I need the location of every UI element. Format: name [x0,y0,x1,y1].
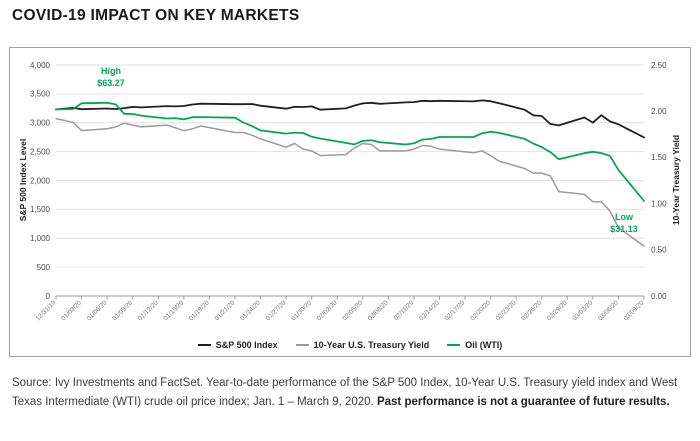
right-axis-title: 10-Year Treasury Yield [671,134,681,226]
left-axis-tick-label: 500 [37,263,51,272]
x-axis-tick-label: 01/30/20 [290,299,313,322]
oil-high-annotation: High $63.27 [71,65,151,89]
x-axis-tick-label: 03/09/20 [623,299,646,322]
left-axis-title: S&P 500 Index Level [18,138,28,222]
x-axis-tick-label: 02/14/20 [418,299,441,322]
legend-swatch [295,344,309,346]
market-line-chart: 0 500 1,000 1,500 2,000 2,500 3,000 3,500 4,000 0… [30,61,667,323]
legend-label: 10-Year U.S. Treasury Yield [313,340,430,350]
x-axis-tick-label: 03/06/20 [597,299,620,322]
left-axis-tick-label: 2,500 [30,147,51,156]
x-axis-tick-label: 02/11/20 [393,299,416,322]
right-axis-tick-label: 0.00 [651,292,667,301]
left-axis-tick-label: 0 [46,292,51,301]
legend-swatch [447,344,461,346]
right-axis-tick-label: 2.00 [651,107,667,116]
legend-item-10-year-u-s-treasury-yield: 10-Year U.S. Treasury Yield [295,340,430,350]
source-disclaimer: Past performance is not a guarantee of f… [376,395,670,408]
x-axis-tick-label: 02/29/20 [546,299,569,322]
right-axis-tick-label: 1.00 [651,199,667,208]
x-axis-tick-label: 02/02/20 [316,299,339,322]
x-axis-tick-label: 03/03/20 [571,299,594,322]
x-axis-tick-label: 01/21/20 [214,299,237,322]
left-axis-tick-label: 3,500 [30,90,51,99]
x-axis-tick-label: 02/08/20 [367,299,390,322]
x-axis-tick-label: 01/06/20 [86,299,109,322]
right-axis-tick-label: 2.50 [651,61,667,70]
oil-low-annotation: Low $31.13 [584,211,664,235]
legend-label: Oil (WTI) [465,340,503,350]
x-axis-tick-label: 02/26/20 [520,299,543,322]
x-axis-tick-label: 01/12/20 [137,299,160,322]
series-line-oil-wti- [55,101,645,202]
x-axis-tick-label: 01/24/20 [239,299,262,322]
x-axis-tick-label: 02/20/20 [469,299,492,322]
right-axis-tick-label: 1.50 [651,153,667,162]
legend-swatch [197,344,211,346]
x-axis-tick-label: 01/18/20 [188,299,211,322]
oil-low-label: Low [615,212,633,222]
x-axis-tick-label: 12/31/19 [35,299,58,322]
legend-item-s-p-500-index: S&P 500 Index [197,340,278,350]
oil-low-value: $31.13 [610,224,638,235]
source-note: Source: Ivy Investments and FactSet. Yea… [12,374,690,411]
page-title: COVID-19 IMPACT ON KEY MARKETS [12,7,300,24]
oil-high-value: $63.27 [97,78,125,89]
left-axis-tick-label: 3,000 [30,119,51,128]
x-axis-tick-label: 02/05/20 [341,299,364,322]
left-axis-tick-label: 1,500 [30,205,51,214]
left-axis-tick-label: 2,000 [30,176,51,185]
x-axis-tick-label: 02/23/20 [495,299,518,322]
legend-label: S&P 500 Index [215,340,278,350]
legend-item-oil-wti-: Oil (WTI) [447,340,502,350]
oil-high-label: High [101,66,121,76]
left-axis-tick-label: 4,000 [30,61,51,70]
x-axis-tick-label: 01/15/20 [162,299,185,322]
right-axis-tick-label: 0.50 [651,246,667,255]
chart-legend: S&P 500 Index 10-Year U.S. Treasury Yield… [10,340,690,350]
source-text: Source: Ivy Investments and FactSet. Yea… [12,377,678,408]
chart-panel: 0 500 1,000 1,500 2,000 2,500 3,000 3,500 4,000 0… [9,47,691,357]
x-axis-tick-label: 02/17/20 [444,299,467,322]
series-line-10-year-u-s-treasury-yield [55,117,645,247]
x-axis-tick-label: 01/09/20 [111,299,134,322]
x-axis-tick-label: 01/03/20 [60,299,83,322]
left-axis-tick-label: 1,000 [30,234,51,243]
series-line-s-p-500-index [55,99,645,139]
x-axis-tick-label: 01/27/20 [265,299,288,322]
